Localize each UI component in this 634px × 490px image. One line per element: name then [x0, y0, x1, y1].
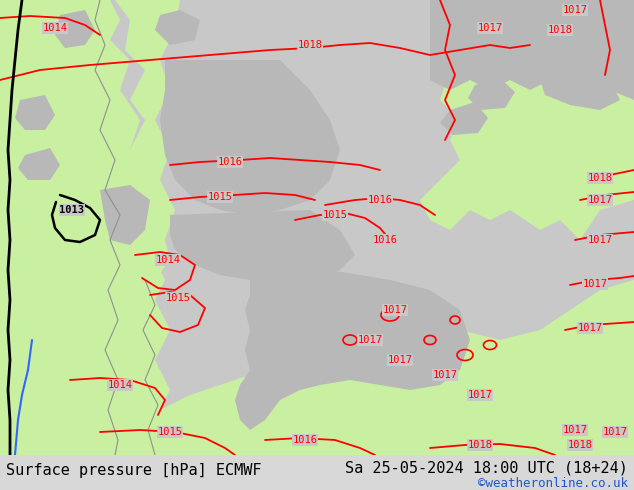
- Text: 1017: 1017: [578, 323, 602, 333]
- Text: 1017: 1017: [358, 335, 382, 345]
- Text: 1017: 1017: [382, 305, 408, 315]
- Polygon shape: [155, 10, 200, 45]
- Polygon shape: [65, 0, 180, 280]
- Polygon shape: [0, 360, 634, 455]
- Text: 1017: 1017: [477, 23, 503, 33]
- Polygon shape: [530, 48, 575, 82]
- Text: 1014: 1014: [108, 380, 133, 390]
- Text: 1015: 1015: [323, 210, 347, 220]
- Polygon shape: [0, 280, 634, 455]
- Polygon shape: [575, 0, 634, 180]
- Text: 1014: 1014: [42, 23, 67, 33]
- Text: 1013: 1013: [60, 205, 84, 215]
- Polygon shape: [235, 270, 470, 430]
- Text: 1017: 1017: [588, 195, 612, 205]
- Polygon shape: [0, 0, 170, 455]
- Text: 1017: 1017: [562, 425, 588, 435]
- Polygon shape: [440, 102, 488, 135]
- Text: 1017: 1017: [602, 427, 628, 437]
- Text: ©weatheronline.co.uk: ©weatheronline.co.uk: [478, 477, 628, 490]
- Text: 1017: 1017: [467, 390, 493, 400]
- Polygon shape: [468, 78, 515, 110]
- Text: 1016: 1016: [217, 157, 242, 167]
- Polygon shape: [555, 310, 608, 348]
- Text: 1018: 1018: [548, 25, 573, 35]
- Polygon shape: [475, 20, 530, 58]
- Text: 1015: 1015: [157, 427, 183, 437]
- Polygon shape: [45, 185, 110, 250]
- Polygon shape: [420, 0, 634, 240]
- Text: 1014: 1014: [155, 255, 181, 265]
- Text: 1016: 1016: [373, 235, 398, 245]
- Text: 1017: 1017: [562, 5, 588, 15]
- Text: 1015: 1015: [207, 192, 233, 202]
- Text: 1016: 1016: [292, 435, 318, 445]
- Text: 1017: 1017: [387, 355, 413, 365]
- Polygon shape: [15, 95, 55, 130]
- Polygon shape: [480, 10, 580, 60]
- Polygon shape: [170, 210, 355, 285]
- Text: 1017: 1017: [583, 279, 607, 289]
- Text: Sa 25-05-2024 18:00 UTC (18+24): Sa 25-05-2024 18:00 UTC (18+24): [345, 461, 628, 476]
- Polygon shape: [430, 0, 634, 100]
- Text: 1017: 1017: [432, 370, 458, 380]
- Text: 1016: 1016: [368, 195, 392, 205]
- Polygon shape: [55, 10, 95, 48]
- Polygon shape: [18, 148, 60, 180]
- Text: 1015: 1015: [165, 293, 190, 303]
- Polygon shape: [540, 70, 620, 110]
- Polygon shape: [160, 60, 340, 215]
- Polygon shape: [532, 362, 578, 395]
- Text: 1018: 1018: [297, 40, 323, 50]
- Text: 1018: 1018: [467, 440, 493, 450]
- Text: 1018: 1018: [588, 173, 612, 183]
- Text: 1017: 1017: [588, 235, 612, 245]
- Polygon shape: [582, 350, 630, 387]
- Text: 1018: 1018: [567, 440, 593, 450]
- Polygon shape: [585, 22, 632, 60]
- Text: Surface pressure [hPa] ECMWF: Surface pressure [hPa] ECMWF: [6, 463, 261, 478]
- Polygon shape: [100, 185, 150, 245]
